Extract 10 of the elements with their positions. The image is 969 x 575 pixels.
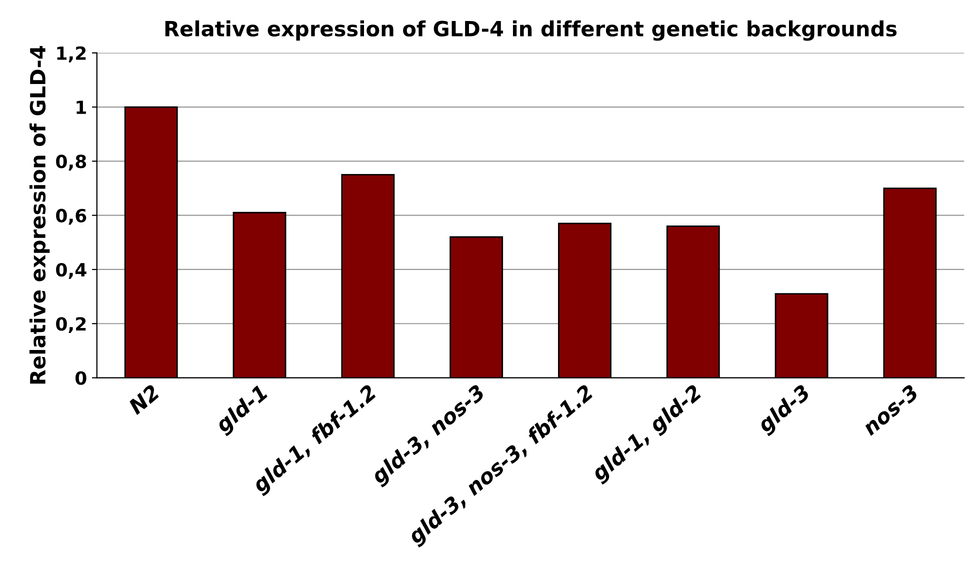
y-tick-label: 0,2 — [56, 317, 86, 334]
y-axis-title: Relative expression of GLD-4 — [29, 46, 50, 384]
y-tick-label: 0 — [75, 371, 86, 385]
x-tick-label: N2 — [127, 384, 160, 416]
y-tick-label: 0,6 — [56, 208, 86, 225]
y-tick-label: 0,4 — [56, 262, 86, 279]
chart-title: Relative expression of GLD-4 in different genetic backgrounds — [165, 20, 897, 41]
y-tick-label: 0,8 — [56, 154, 86, 171]
y-tick-label: 1 — [76, 100, 86, 114]
y-tick-label: 1,2 — [57, 46, 86, 62]
